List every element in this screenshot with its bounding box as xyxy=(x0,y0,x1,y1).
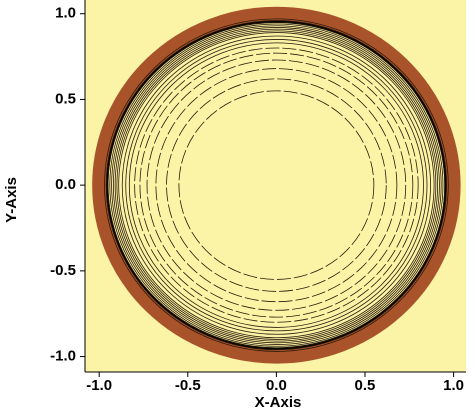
contour-line xyxy=(155,68,398,303)
y-tick-label: 0.0 xyxy=(55,176,76,193)
boundary-edge xyxy=(105,20,447,350)
y-tick-label: 1.0 xyxy=(55,5,76,22)
x-tick-label: 0.0 xyxy=(266,377,287,394)
contour-line xyxy=(112,27,440,344)
x-tick-label: -0.5 xyxy=(175,377,201,394)
contour-line xyxy=(178,90,375,280)
y-axis-title: Y-Axis xyxy=(3,177,20,223)
boundary-ring xyxy=(92,6,461,364)
plot-background xyxy=(85,0,466,372)
y-tick-label: -0.5 xyxy=(50,262,76,279)
contour-line xyxy=(109,23,444,347)
contour-line xyxy=(107,21,446,349)
contour-line xyxy=(125,39,428,332)
x-axis-title: X-Axis xyxy=(255,394,302,411)
x-tick-label: -1.0 xyxy=(86,377,112,394)
contour-line xyxy=(114,28,439,342)
contour-line xyxy=(146,59,407,311)
contour-line xyxy=(111,25,442,345)
y-tick-label: -1.0 xyxy=(50,348,76,365)
contour-line xyxy=(128,42,424,328)
contour-line xyxy=(166,78,387,292)
x-tick-label: 0.5 xyxy=(355,377,376,394)
contour-line xyxy=(116,30,437,340)
contour-line xyxy=(139,52,414,318)
contour-line xyxy=(134,47,419,323)
contour-line xyxy=(105,20,447,351)
contour-line xyxy=(118,32,435,339)
x-tick-label: 1.0 xyxy=(443,377,464,394)
contour-line xyxy=(104,18,449,352)
contour-line xyxy=(121,35,431,335)
y-tick-label: 0.5 xyxy=(55,90,76,107)
